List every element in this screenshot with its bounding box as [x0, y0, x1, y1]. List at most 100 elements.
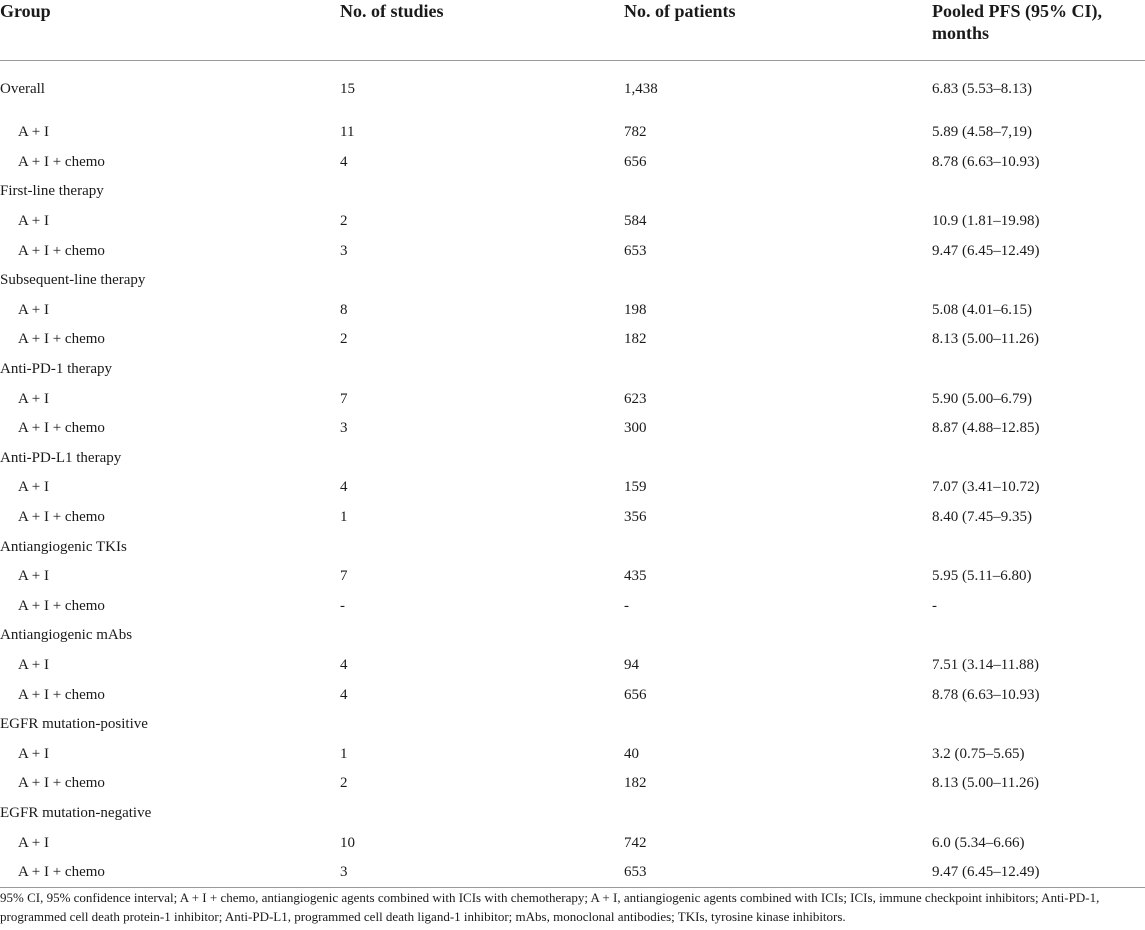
cell-patients — [624, 443, 932, 473]
pfs-subgroup-table: Group No. of studies No. of patients Poo… — [0, 0, 1145, 888]
cell-group: First-line therapy — [0, 183, 104, 200]
table-row: A + I + chemo 3 300 8.87 (4.88–12.85) — [0, 413, 1145, 443]
cell-patients: 653 — [624, 242, 647, 259]
cell-patients — [624, 709, 932, 739]
cell-studies: 3 — [340, 857, 624, 888]
cell-patients — [624, 177, 932, 207]
cell-patients: 182 — [624, 775, 647, 792]
cell-patients: 159 — [624, 479, 647, 496]
cell-patients: 653 — [624, 857, 932, 888]
cell-studies: 15 — [340, 81, 355, 97]
table-row: A + I 8 198 5.08 (4.01–6.15) — [0, 295, 1145, 325]
cell-patients — [624, 798, 932, 828]
cell-studies: 4 — [340, 153, 348, 170]
cell-group: A + I — [18, 301, 49, 318]
cell-patients: 1,438 — [624, 81, 658, 97]
cell-patients: 623 — [624, 390, 647, 407]
cell-pfs — [932, 265, 1145, 295]
cell-group: A + I + chemo — [18, 153, 105, 170]
table-row-section: EGFR mutation-negative — [0, 798, 1145, 828]
cell-group: Anti-PD-1 therapy — [0, 361, 113, 378]
table-row: A + I 2 584 10.9 (1.81–19.98) — [0, 206, 1145, 236]
cell-pfs: 8.87 (4.88–12.85) — [932, 420, 1040, 437]
cell-group: A + I — [18, 834, 49, 851]
cell-pfs: 7.51 (3.14–11.88) — [932, 656, 1039, 673]
cell-studies: 3 — [340, 420, 348, 437]
cell-group: A + I + chemo — [18, 242, 105, 259]
table-row: A + I + chemo - - - — [0, 591, 1145, 621]
header-patients: No. of patients — [624, 0, 932, 61]
cell-pfs: 3.2 (0.75–5.65) — [932, 745, 1025, 762]
cell-studies — [340, 177, 624, 207]
cell-studies: 2 — [340, 213, 348, 230]
cell-pfs: 9.47 (6.45–12.49) — [932, 242, 1040, 259]
cell-studies: 4 — [340, 656, 348, 673]
cell-group: A + I + chemo — [18, 420, 105, 437]
header-row: Group No. of studies No. of patients Poo… — [0, 0, 1145, 61]
cell-patients: 656 — [624, 153, 647, 170]
table-row: A + I 10 742 6.0 (5.34–6.66) — [0, 828, 1145, 858]
cell-studies — [340, 709, 624, 739]
cell-group: A + I + chemo — [18, 775, 105, 792]
cell-studies — [340, 443, 624, 473]
cell-group: A + I — [18, 390, 49, 407]
header-studies: No. of studies — [340, 0, 624, 61]
cell-pfs: 5.89 (4.58–7,19) — [932, 124, 1032, 141]
cell-patients: 94 — [624, 656, 639, 673]
cell-studies: 2 — [340, 775, 348, 792]
table-row: A + I + chemo 4 656 8.78 (6.63–10.93) — [0, 147, 1145, 177]
cell-pfs — [932, 532, 1145, 562]
cell-group: A + I + chemo — [18, 509, 105, 526]
table-row: A + I + chemo 3 653 9.47 (6.45–12.49) — [0, 236, 1145, 266]
cell-studies: 4 — [340, 686, 348, 703]
table-row-section: Antiangiogenic TKIs — [0, 532, 1145, 562]
cell-group: A + I — [18, 479, 49, 496]
cell-pfs — [932, 443, 1145, 473]
cell-patients — [624, 532, 932, 562]
table-row-section: Anti-PD-L1 therapy — [0, 443, 1145, 473]
cell-studies: 7 — [340, 390, 348, 407]
table-row-section: Subsequent-line therapy — [0, 265, 1145, 295]
table-row: A + I + chemo 1 356 8.40 (7.45–9.35) — [0, 502, 1145, 532]
cell-pfs: 6.0 (5.34–6.66) — [932, 834, 1025, 851]
cell-patients — [624, 354, 932, 384]
cell-group: A + I — [18, 124, 49, 141]
cell-studies — [340, 532, 624, 562]
table-footnote: 95% CI, 95% confidence interval; A + I +… — [0, 890, 1100, 924]
cell-group: Antiangiogenic TKIs — [0, 538, 127, 555]
cell-studies: 1 — [340, 745, 348, 762]
cell-pfs: 10.9 (1.81–19.98) — [932, 213, 1040, 230]
cell-studies: 1 — [340, 509, 348, 526]
table-row-section: First-line therapy — [0, 177, 1145, 207]
cell-pfs — [932, 621, 1145, 651]
cell-patients — [624, 621, 932, 651]
cell-patients: 40 — [624, 745, 639, 762]
table-row: A + I 11 782 5.89 (4.58–7,19) — [0, 118, 1145, 148]
cell-pfs — [932, 177, 1145, 207]
cell-group: Subsequent-line therapy — [0, 272, 146, 289]
cell-studies: 11 — [340, 124, 355, 141]
cell-studies — [340, 265, 624, 295]
cell-studies — [340, 798, 624, 828]
cell-group: A + I — [18, 568, 49, 585]
table-row: A + I 7 435 5.95 (5.11–6.80) — [0, 561, 1145, 591]
cell-patients: - — [624, 597, 629, 614]
cell-pfs: 8.78 (6.63–10.93) — [932, 153, 1040, 170]
table-row: A + I + chemo 4 656 8.78 (6.63–10.93) — [0, 680, 1145, 710]
table-row: A + I + chemo 3 653 9.47 (6.45–12.49) — [0, 857, 1145, 888]
cell-pfs: 8.13 (5.00–11.26) — [932, 775, 1039, 792]
cell-patients: 198 — [624, 301, 647, 318]
cell-group: A + I + chemo — [18, 686, 105, 703]
table-row: A + I + chemo 2 182 8.13 (5.00–11.26) — [0, 325, 1145, 355]
cell-group: A + I + chemo — [0, 857, 340, 888]
cell-pfs: 5.08 (4.01–6.15) — [932, 301, 1032, 318]
cell-pfs: 5.95 (5.11–6.80) — [932, 568, 1032, 585]
table-row: A + I 4 159 7.07 (3.41–10.72) — [0, 473, 1145, 503]
cell-studies: 3 — [340, 242, 348, 259]
cell-group: A + I + chemo — [18, 331, 105, 348]
cell-studies: 8 — [340, 301, 348, 318]
cell-studies: 2 — [340, 331, 348, 348]
cell-patients: 356 — [624, 509, 647, 526]
table-row-section: Anti-PD-1 therapy — [0, 354, 1145, 384]
cell-patients: 742 — [624, 834, 647, 851]
